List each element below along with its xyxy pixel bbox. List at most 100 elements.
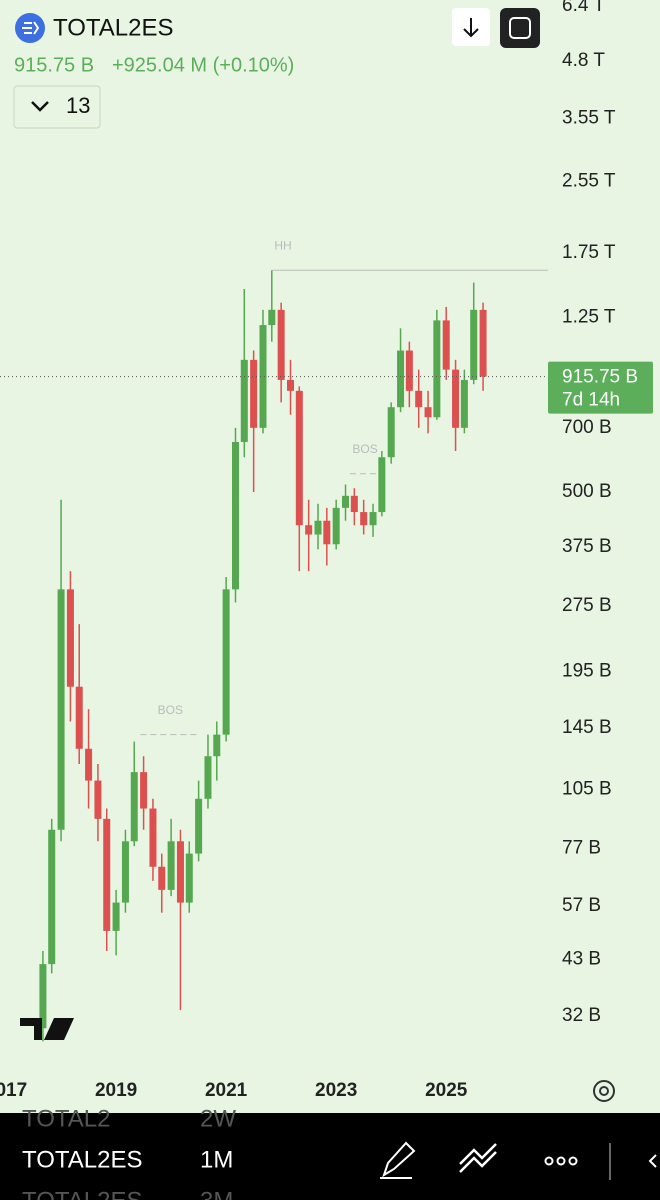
candle-body bbox=[112, 902, 120, 931]
candle-body bbox=[415, 390, 423, 408]
candle-body bbox=[213, 734, 221, 757]
candle-body bbox=[231, 441, 239, 590]
y-tick-label: 77 B bbox=[562, 838, 601, 859]
price: 915.75 B bbox=[14, 54, 94, 76]
y-tick-label: 145 B bbox=[562, 717, 612, 738]
candle-body bbox=[259, 325, 267, 428]
draw-button[interactable] bbox=[380, 1141, 416, 1179]
last-price-label: 915.75 B bbox=[562, 367, 638, 388]
candle-body bbox=[250, 359, 258, 428]
y-tick-label: 375 B bbox=[562, 536, 612, 557]
y-tick-label: 57 B bbox=[562, 895, 601, 916]
y-tick-label: 500 B bbox=[562, 481, 612, 502]
symbol-option[interactable]: TOTAL2ES bbox=[22, 1146, 143, 1173]
y-tick-label: 105 B bbox=[562, 778, 612, 799]
x-tick-label: 2021 bbox=[205, 1080, 248, 1101]
y-tick-label: 1.75 T bbox=[562, 242, 616, 263]
x-tick-label: 2023 bbox=[315, 1080, 357, 1101]
settings-button[interactable] bbox=[593, 1080, 615, 1102]
candle-body bbox=[240, 359, 248, 442]
y-tick-label: 3.55 T bbox=[562, 107, 616, 128]
y-tick-label: 700 B bbox=[562, 417, 612, 438]
y-tick-label: 4.8 T bbox=[562, 50, 605, 71]
candle-body bbox=[195, 798, 203, 854]
annotation-label: BOS bbox=[158, 703, 183, 717]
candle-body bbox=[360, 512, 368, 526]
candle-body bbox=[405, 350, 413, 391]
interval-option[interactable]: 2W bbox=[200, 1105, 236, 1132]
toolbar bbox=[0, 1113, 660, 1200]
candle-body bbox=[378, 457, 386, 513]
interval-option[interactable]: 1M bbox=[200, 1146, 233, 1173]
y-tick-label: 275 B bbox=[562, 595, 612, 616]
candle-body bbox=[57, 589, 65, 830]
symbol-option[interactable]: TOTAL2ES bbox=[22, 1187, 143, 1200]
candle-body bbox=[121, 841, 129, 903]
fullscreen-button[interactable] bbox=[500, 8, 540, 48]
candle-body bbox=[433, 320, 441, 418]
candle-body bbox=[470, 309, 478, 380]
candle-body bbox=[350, 495, 358, 513]
candle-body bbox=[479, 309, 487, 377]
candle-body bbox=[39, 964, 47, 1029]
candle-body bbox=[204, 756, 212, 799]
candle-body bbox=[387, 407, 395, 458]
candle-body bbox=[222, 589, 230, 735]
x-tick-label: 2019 bbox=[95, 1080, 137, 1101]
candle-body bbox=[342, 495, 350, 508]
annotation-label: HH bbox=[274, 238, 291, 252]
candle-body bbox=[48, 829, 56, 965]
price-change: +925.04 M (+0.10%) bbox=[112, 54, 294, 76]
y-tick-label: 195 B bbox=[562, 660, 612, 681]
fullscreen-icon bbox=[509, 17, 531, 39]
candle-body bbox=[185, 853, 193, 903]
x-tick-label: 2025 bbox=[425, 1080, 468, 1101]
candle-body bbox=[66, 589, 74, 687]
symbol-option[interactable]: TOTAL2 bbox=[22, 1105, 110, 1132]
download-icon bbox=[463, 18, 479, 38]
candle-body bbox=[140, 772, 148, 809]
candle-body bbox=[130, 772, 138, 842]
candle-body bbox=[424, 407, 432, 418]
symbol: TOTAL2ES bbox=[53, 14, 174, 41]
candle-body bbox=[85, 748, 93, 781]
y-tick-label: 43 B bbox=[562, 949, 601, 970]
chevron bbox=[31, 101, 49, 112]
logo-glyph bbox=[22, 21, 40, 35]
tv-logo bbox=[20, 1018, 74, 1040]
settings-icon bbox=[599, 1086, 609, 1096]
candle-body bbox=[75, 686, 83, 749]
indicator-count: 13 bbox=[66, 93, 90, 118]
y-tick-label: 2.55 T bbox=[562, 170, 616, 191]
collapse-button[interactable] bbox=[648, 1154, 657, 1168]
candle-body bbox=[277, 309, 285, 380]
indicator-toggle[interactable] bbox=[13, 85, 101, 129]
candle-body bbox=[332, 507, 340, 545]
candle-body bbox=[397, 350, 405, 408]
candle-body bbox=[295, 390, 303, 526]
trend-tool-button[interactable] bbox=[459, 1143, 497, 1173]
candle-body bbox=[268, 309, 276, 326]
candle-body bbox=[305, 525, 313, 535]
candle-body bbox=[314, 520, 322, 535]
candle-body bbox=[103, 818, 111, 931]
y-tick-label: 1.25 T bbox=[562, 306, 616, 327]
interval-option[interactable]: 3M bbox=[200, 1187, 233, 1200]
candle-body bbox=[460, 379, 468, 428]
candle-body bbox=[149, 808, 157, 867]
plot: HH BOS BOS bbox=[0, 5, 552, 1074]
y-tick-label: 6.4 T bbox=[562, 0, 605, 16]
candle-body bbox=[176, 841, 184, 903]
candle-body bbox=[442, 320, 450, 370]
countdown-label: 7d 14h bbox=[562, 390, 620, 411]
candle-body bbox=[158, 866, 166, 890]
x-tick-label: 2017 bbox=[0, 1080, 27, 1101]
last-price-box bbox=[548, 361, 653, 414]
y-tick-label: 32 B bbox=[562, 1005, 601, 1026]
candle-body bbox=[287, 379, 295, 391]
more-button[interactable] bbox=[544, 1156, 578, 1166]
candle-body bbox=[94, 780, 102, 819]
